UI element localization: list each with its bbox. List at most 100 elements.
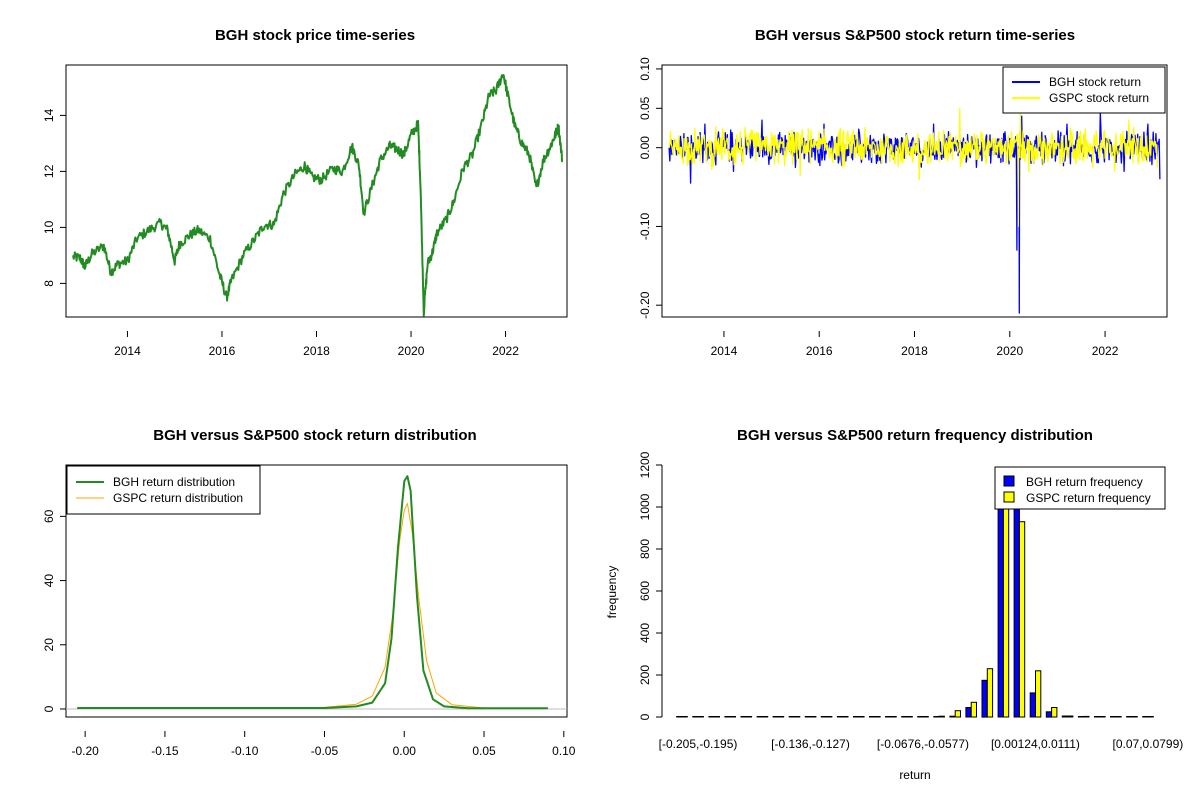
bar-gspc: [954, 710, 962, 718]
bar-gspc: [826, 716, 833, 718]
bar-gspc: [810, 716, 817, 718]
x-tick-label: -0.05: [311, 744, 339, 758]
bar-bgh: [1142, 716, 1149, 718]
bar-bgh: [1045, 711, 1053, 718]
x-tick-label: -0.20: [71, 744, 99, 758]
bar-bgh: [949, 715, 956, 718]
bar-gspc: [681, 716, 688, 718]
series-line-gspc-density: [77, 503, 548, 709]
bar-bgh: [820, 716, 828, 718]
x-tick-label: 2020: [996, 344, 1023, 358]
bar-gspc: [761, 716, 769, 718]
y-tick-label: -0.20: [638, 291, 652, 319]
bar-bgh: [1094, 716, 1101, 718]
x-axis-label: return: [899, 768, 930, 782]
x-tick-label: [-0.136,-0.127): [771, 737, 850, 751]
bar-gspc: [938, 715, 945, 718]
legend-label: GSPC return distribution: [113, 491, 243, 505]
legend-label: BGH return distribution: [113, 475, 235, 489]
x-tick-label: 0.10: [552, 744, 576, 758]
bar-bgh: [965, 707, 972, 718]
bar-gspc: [777, 716, 785, 718]
y-tick-label: 800: [638, 539, 652, 559]
x-tick-label: 2018: [901, 344, 928, 358]
x-tick-label: 2022: [1092, 344, 1119, 358]
plot-frame: [65, 64, 568, 318]
bar-gspc: [1051, 707, 1058, 718]
bar-gspc: [1115, 716, 1122, 718]
y-tick-label: -0.10: [638, 212, 652, 240]
y-tick-label: 0: [42, 705, 56, 712]
chart-title: BGH versus S&P500 stock return time-seri…: [755, 27, 1075, 44]
x-tick-label: 2016: [209, 344, 236, 358]
bar-gspc: [1002, 496, 1010, 718]
y-tick-label: 12: [42, 164, 56, 178]
y-tick-label: 0.00: [638, 136, 652, 160]
x-tick-label: -0.15: [151, 744, 179, 758]
x-tick-label: [-0.0676,-0.0577): [877, 737, 969, 751]
y-tick-label: 10: [42, 220, 56, 234]
series-line-gspc: [668, 107, 1159, 228]
plot-area: 2014 2016 2018 2020 2022 -0.20 -0.10 0.00 0.05 0.…: [638, 57, 1161, 358]
bar-gspc: [874, 716, 881, 718]
legend-box: [994, 466, 1166, 510]
x-tick-label: [0.00124,0.0111): [991, 737, 1080, 751]
bar-bgh: [724, 716, 731, 718]
bar-bgh: [708, 716, 715, 718]
y-tick-label: 400: [638, 623, 652, 643]
bar-bgh: [1126, 716, 1133, 718]
legend-label: BGH stock return: [1049, 75, 1141, 89]
x-tick-label: [0.07,0.0799): [1113, 737, 1184, 751]
x-tick-label: 2022: [492, 344, 519, 358]
bar-gspc: [858, 716, 865, 718]
panel-return-frequency: BGH versus S&P500 return frequency distr…: [605, 427, 1183, 782]
legend-swatch: [1003, 491, 1015, 503]
x-tick-label: 0.05: [472, 744, 496, 758]
legend-box: [66, 465, 261, 515]
chart-title: BGH stock price time-series: [215, 27, 415, 44]
bar-bgh: [869, 716, 876, 718]
bar-gspc: [745, 716, 753, 718]
bar-gspc: [890, 716, 897, 718]
legend-swatch: [1003, 475, 1015, 487]
bar-bgh: [1061, 715, 1069, 718]
x-tick-label: 2014: [114, 344, 141, 358]
bar-gspc: [713, 716, 721, 718]
y-axis-label: frequency: [605, 566, 619, 619]
y-tick-label: 0: [638, 713, 652, 720]
panel-return-distribution: BGH versus S&P500 stock return distribut…: [42, 427, 576, 758]
bar-gspc: [1147, 716, 1154, 718]
bar-gspc: [1131, 716, 1138, 718]
series-line-price: [72, 74, 564, 317]
y-tick-label: 0.05: [638, 96, 652, 120]
bar-bgh: [997, 496, 1004, 718]
series-line-bgh-density: [77, 475, 548, 710]
bar-gspc: [842, 716, 849, 718]
bar-gspc: [970, 701, 978, 718]
legend-label: GSPC stock return: [1049, 91, 1149, 105]
x-tick-label: [-0.205,-0.195): [659, 737, 738, 751]
x-tick-label: -0.10: [231, 744, 259, 758]
bar-bgh: [885, 716, 892, 718]
panel-price-timeseries: BGH stock price time-series 2014 2016 2018…: [42, 27, 568, 358]
y-tick-label: 600: [638, 581, 652, 601]
chart-title: BGH versus S&P500 return frequency distr…: [737, 427, 1093, 444]
y-tick-label: 1200: [638, 451, 652, 478]
bar-bgh: [1077, 716, 1085, 718]
bar-bgh: [933, 716, 940, 718]
bar-bgh: [804, 716, 812, 718]
bar-gspc: [1083, 715, 1090, 718]
x-tick-label: 2016: [806, 344, 833, 358]
y-tick-label: 40: [42, 574, 56, 588]
legend: BGH return frequency GSPC return frequen…: [994, 466, 1166, 510]
bar-gspc: [794, 716, 801, 718]
bar-bgh: [853, 716, 860, 718]
bar-gspc: [1035, 670, 1042, 718]
bar-gspc: [986, 668, 994, 718]
bar-bgh: [692, 716, 699, 718]
y-tick-label: 8: [42, 280, 56, 287]
bar-gspc: [729, 716, 737, 718]
y-tick-label: 14: [42, 108, 56, 122]
bar-bgh: [756, 716, 763, 718]
